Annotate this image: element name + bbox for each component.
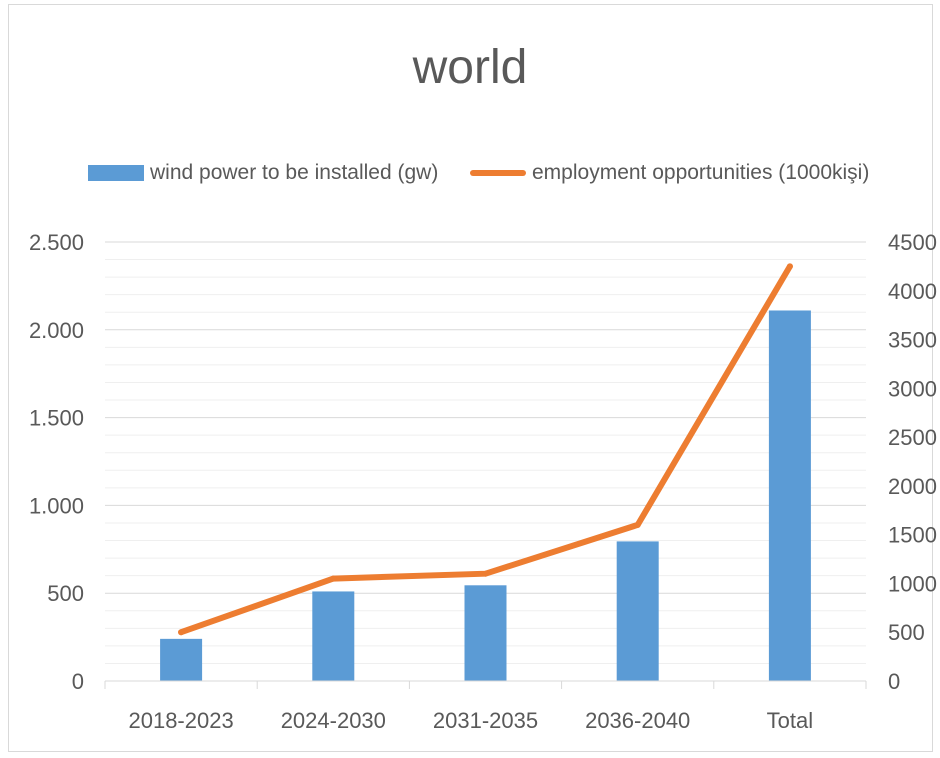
- legend-swatch-bar: [88, 165, 144, 181]
- legend-label-wind-power: wind power to be installed (gw): [150, 161, 439, 184]
- legend-item-employment: employment opportunities (1000kişi): [470, 158, 869, 188]
- chart-frame: [8, 4, 933, 752]
- legend-swatch-line: [470, 170, 526, 176]
- legend-label-employment: employment opportunities (1000kişi): [532, 161, 870, 184]
- chart-title: world: [412, 41, 528, 94]
- legend-item-wind-power: wind power to be installed (gw): [88, 158, 438, 188]
- chart-legend: wind power to be installed (gw) employme…: [0, 158, 940, 188]
